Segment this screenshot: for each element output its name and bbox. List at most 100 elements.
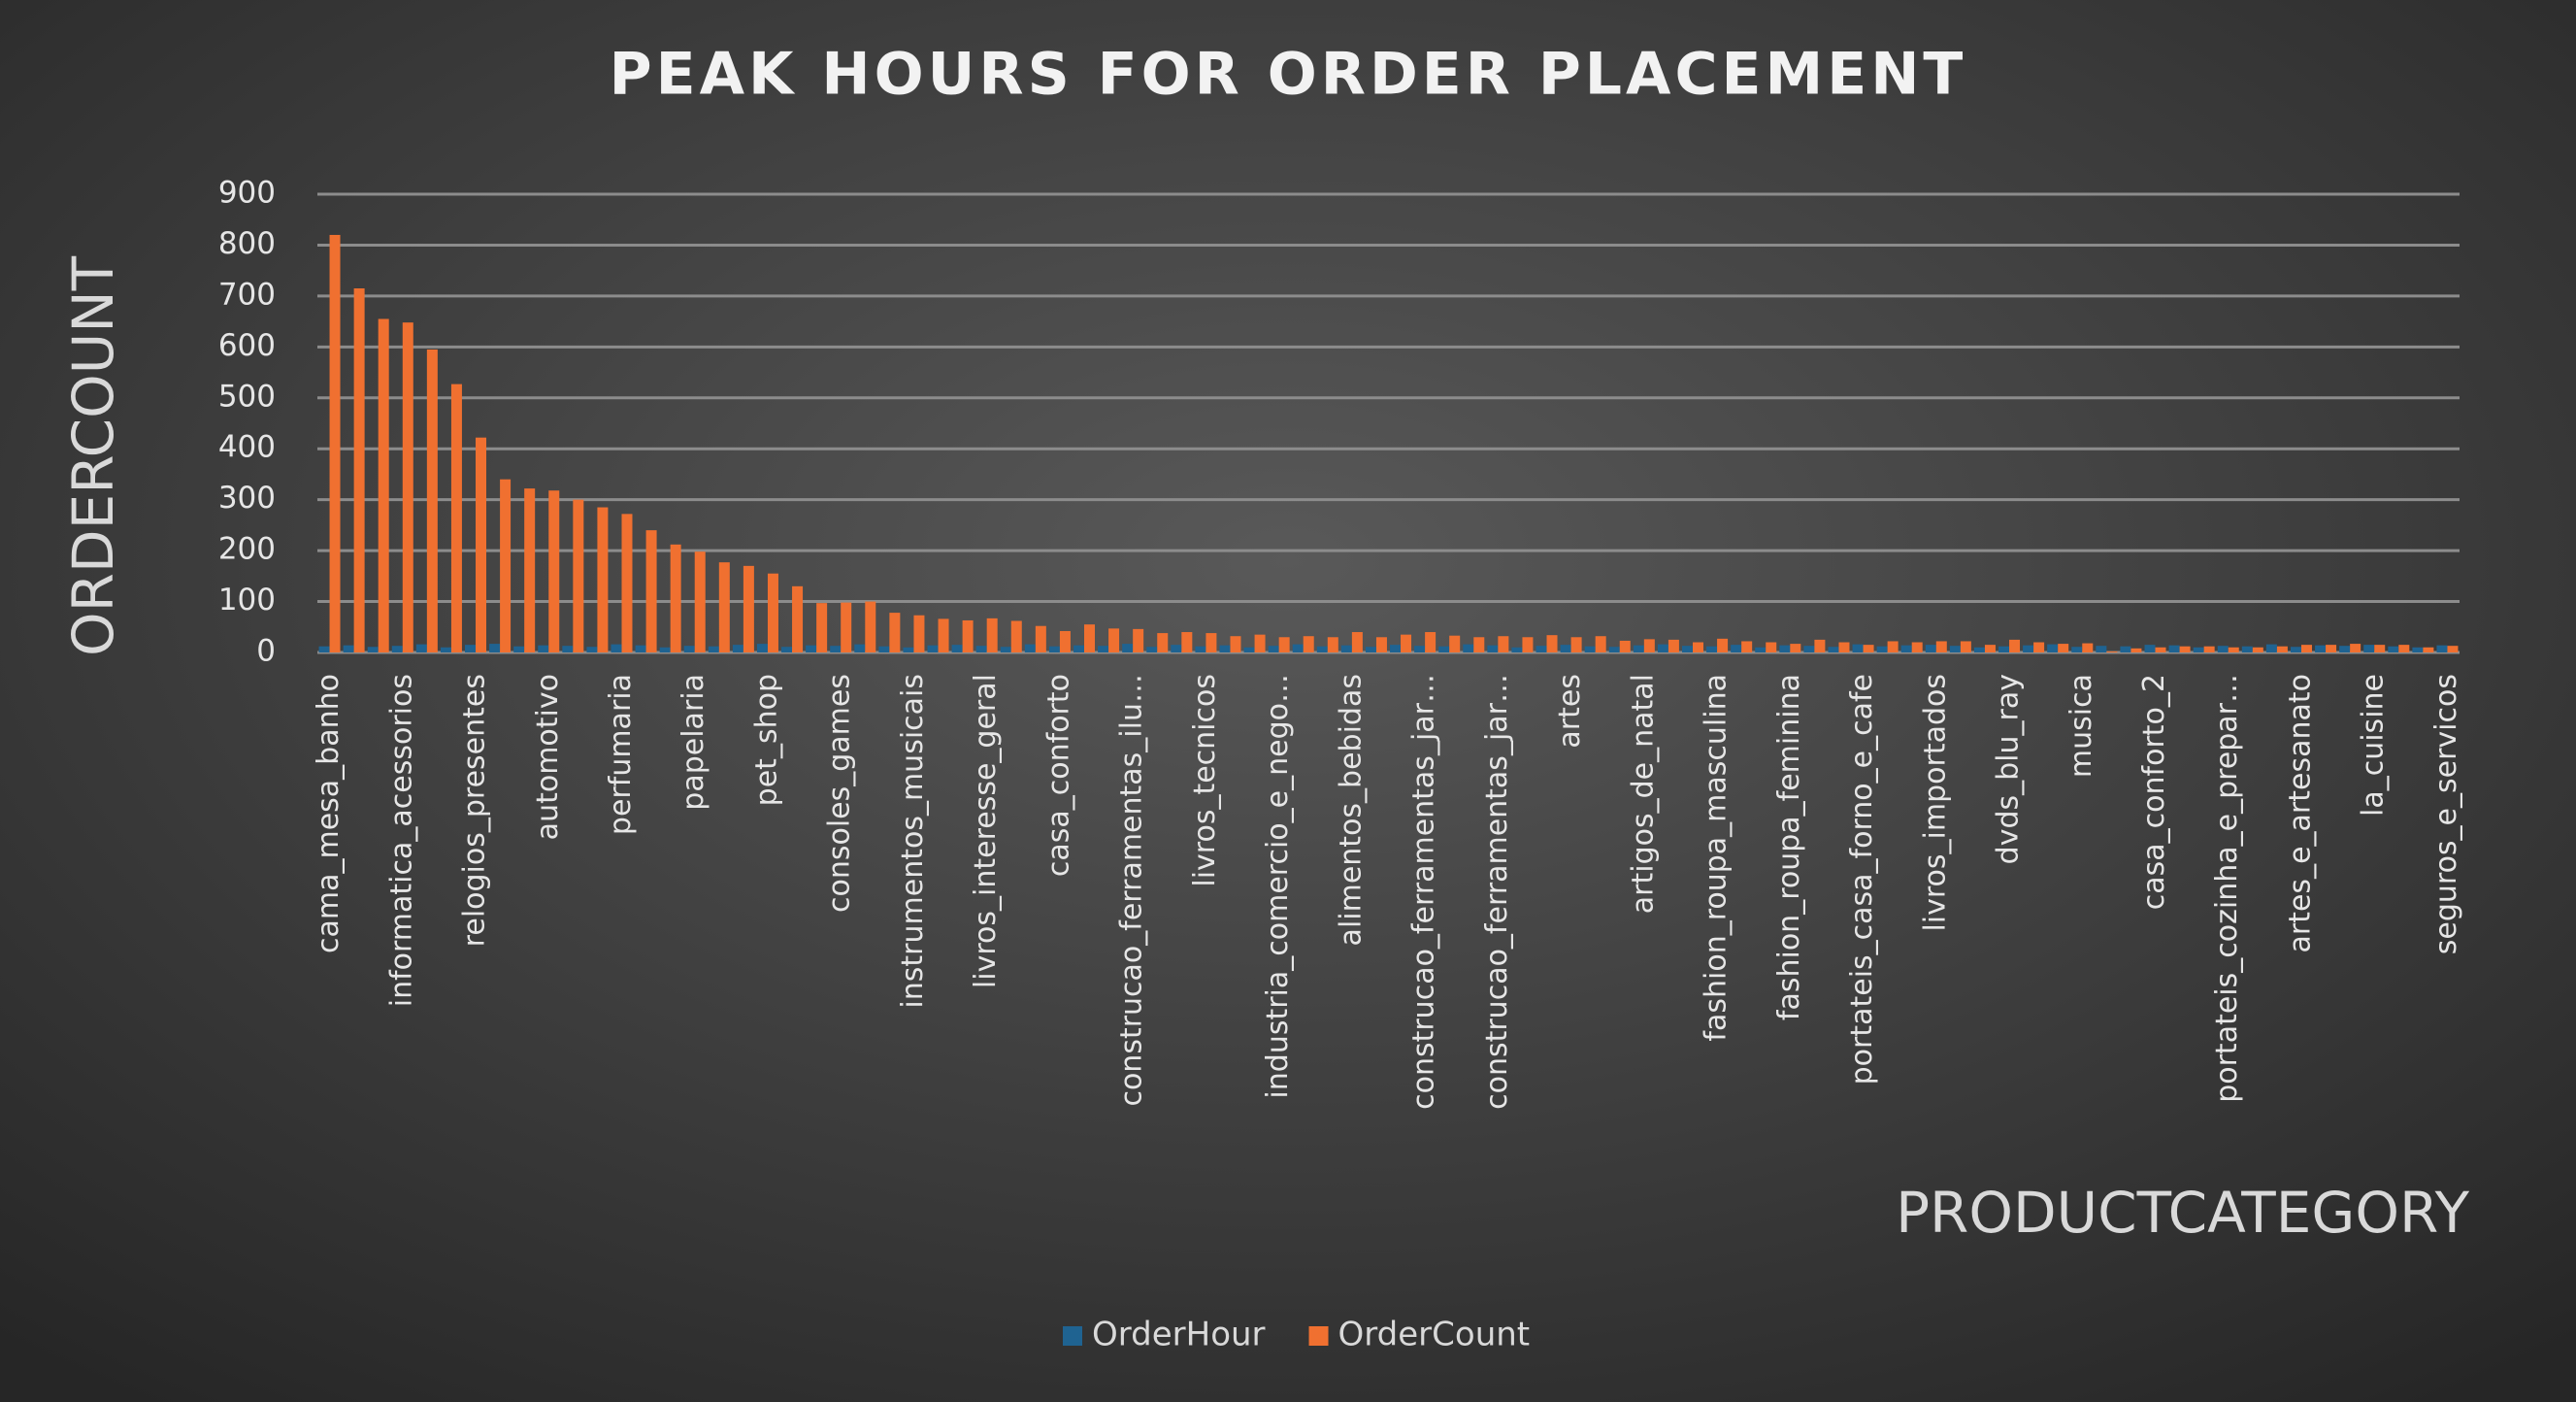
- bar: [1243, 647, 1255, 652]
- bar: [1048, 646, 1060, 652]
- y-tick-label: 900: [218, 176, 276, 211]
- bar: [450, 384, 462, 652]
- bar: [1401, 634, 1412, 652]
- x-tick-label: relogios_presentes: [458, 674, 492, 947]
- bar: [1692, 642, 1703, 652]
- bar: [2096, 646, 2107, 652]
- y-tick-label: 0: [256, 634, 276, 669]
- bar: [806, 645, 817, 652]
- bar: [318, 646, 330, 652]
- bar: [415, 644, 427, 652]
- bar: [743, 565, 754, 652]
- y-tick-label: 100: [218, 583, 276, 618]
- bar: [2290, 647, 2301, 652]
- x-tick-label: automotivo: [531, 674, 565, 840]
- x-tick-label: casa_conforto_2: [2137, 674, 2171, 910]
- bar: [1000, 647, 1011, 652]
- bar: [2252, 647, 2263, 652]
- bar: [1803, 646, 1815, 652]
- bar: [2155, 647, 2166, 652]
- bar: [1949, 646, 1961, 652]
- bar: [1657, 644, 1668, 652]
- bar: [500, 479, 512, 652]
- bar: [1838, 642, 1850, 652]
- bar: [1230, 636, 1241, 652]
- bar: [1035, 625, 1046, 652]
- bar: [1316, 646, 1328, 652]
- bar: [1303, 636, 1314, 652]
- x-tick-label: artigos_de_natal: [1626, 674, 1660, 914]
- bar: [573, 499, 584, 652]
- bar: [1463, 644, 1474, 652]
- bar: [2203, 646, 2215, 652]
- bar: [767, 573, 778, 652]
- bar: [708, 646, 719, 652]
- bar: [1876, 646, 1888, 652]
- x-tick-label: perfumaria: [604, 674, 638, 835]
- bar: [830, 646, 842, 652]
- bar: [1219, 645, 1231, 652]
- bar: [2217, 646, 2229, 652]
- bar: [816, 603, 828, 652]
- bar: [2398, 645, 2410, 652]
- bar: [1536, 646, 1547, 652]
- x-tick-label: industria_comercio_e_nego…: [1261, 674, 1295, 1099]
- bar: [1741, 641, 1753, 652]
- bar: [1900, 645, 1912, 652]
- x-tick-label: construcao_ferramentas_ilu…: [1115, 674, 1149, 1107]
- bar: [694, 551, 706, 652]
- x-tick-label: musica: [2064, 674, 2098, 778]
- bar: [2315, 645, 2327, 652]
- bar: [548, 490, 560, 652]
- bar: [621, 514, 633, 652]
- bar: [1779, 645, 1791, 652]
- legend: OrderHour OrderCount: [1063, 1316, 1530, 1354]
- bar: [1766, 642, 1777, 652]
- bar: [2447, 646, 2459, 652]
- bar: [1984, 645, 1996, 652]
- bar: [2363, 645, 2375, 652]
- x-tick-label: livros_tecnicos: [1188, 674, 1222, 887]
- bar: [343, 645, 354, 652]
- bar: [597, 507, 609, 652]
- bar: [2179, 646, 2191, 652]
- x-tick-label: construcao_ferramentas_jar…: [1407, 674, 1441, 1110]
- bar: [1925, 645, 1936, 652]
- bar: [513, 646, 525, 652]
- bar: [1390, 645, 1402, 652]
- bar: [1560, 645, 1571, 652]
- bar: [1546, 635, 1558, 652]
- bar: [1487, 645, 1499, 652]
- bar: [1473, 637, 1485, 652]
- x-tick-label: instrumentos_musicais: [896, 674, 930, 1009]
- bar: [975, 646, 987, 652]
- bar: [353, 288, 365, 652]
- bar: [402, 322, 413, 652]
- bar: [1619, 640, 1631, 652]
- x-tick-label: artes: [1553, 674, 1587, 749]
- bar: [2144, 645, 2156, 652]
- bar: [1425, 632, 1437, 652]
- bar: [465, 645, 477, 652]
- bar: [1828, 647, 1839, 652]
- bar: [1438, 646, 1450, 652]
- bar: [1059, 630, 1071, 652]
- bar: [1195, 646, 1206, 652]
- bar: [440, 647, 451, 652]
- y-tick-label: 500: [218, 379, 276, 414]
- bar: [781, 647, 793, 652]
- bar: [645, 530, 657, 652]
- bar: [683, 646, 695, 652]
- bar: [2130, 648, 2142, 652]
- bar: [1814, 639, 1826, 652]
- bar: [2326, 645, 2337, 652]
- bar: [1292, 644, 1304, 652]
- bar: [2388, 646, 2399, 652]
- bar: [2276, 646, 2288, 652]
- bar: [524, 488, 536, 652]
- bar: [1998, 646, 2010, 652]
- bar: [1911, 642, 1923, 652]
- bar: [1584, 646, 1596, 652]
